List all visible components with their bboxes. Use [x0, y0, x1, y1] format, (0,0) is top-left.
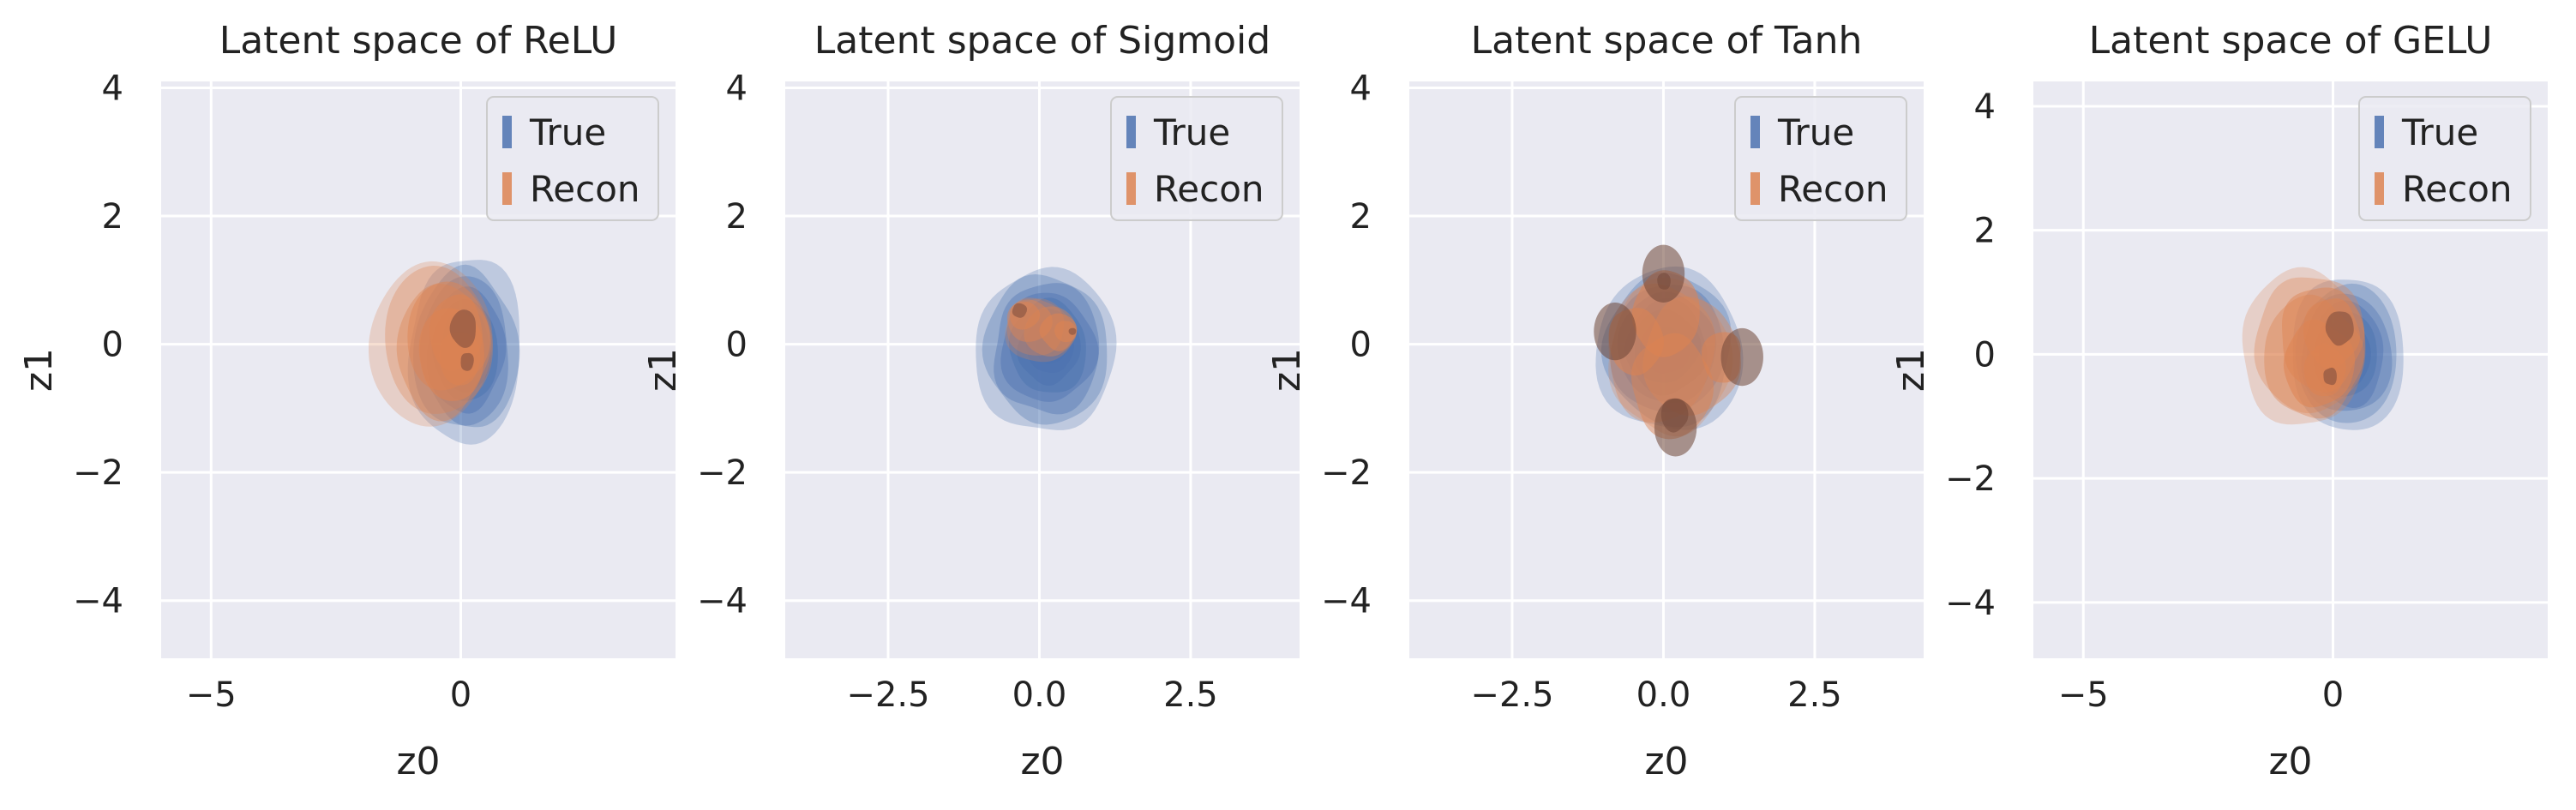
legend-frame — [2358, 96, 2531, 221]
panel-3: −2.5 0.0 2.5 −4 −2 0 2 4 Latent space of Tanh z0 z… — [1265, 19, 1924, 783]
mode-recon-3 — [1720, 327, 1763, 387]
legend-swatch-recon — [1126, 172, 1136, 205]
y-tick-label: −2 — [697, 453, 748, 493]
mode-recon-4 — [1654, 399, 1697, 457]
panel-4: −5 0 −4 −2 0 2 4 Latent space of GELU z0 z1 True Re… — [1889, 19, 2548, 783]
contour-recon-9 — [1068, 327, 1077, 335]
legend: True Recon — [486, 96, 659, 221]
x-tick-label: 0.0 — [1636, 675, 1691, 715]
density-contours — [976, 267, 1117, 430]
density-contours — [369, 260, 520, 445]
chart-title: Latent space of GELU — [2089, 19, 2493, 63]
legend-swatch-recon — [2375, 172, 2384, 205]
x-axis-label: z0 — [2268, 740, 2312, 783]
y-tick-label: 4 — [726, 69, 748, 108]
x-tick-label: −2.5 — [846, 675, 929, 715]
legend-label-recon: Recon — [1154, 168, 1264, 210]
y-axis-label: z1 — [641, 348, 685, 392]
legend-label-true: True — [1153, 111, 1230, 153]
x-tick-label: −5 — [2058, 675, 2109, 715]
contour-recon-9 — [2323, 367, 2337, 386]
y-tick-label: 2 — [102, 197, 123, 237]
x-axis-label: z0 — [1020, 740, 1064, 783]
legend-label-recon: Recon — [530, 168, 640, 210]
y-tick-label: 4 — [1350, 69, 1372, 108]
x-tick-label: 0 — [2322, 675, 2344, 715]
y-axis-label: z1 — [1889, 348, 1933, 392]
mode-recon-1 — [1642, 244, 1685, 303]
contour-recon-7 — [1054, 321, 1077, 343]
y-tick-label: −2 — [1321, 453, 1372, 493]
legend-frame — [486, 96, 659, 221]
legend-swatch-true — [1126, 116, 1136, 148]
contour-recon-9 — [460, 352, 474, 371]
y-axis-label: z1 — [17, 348, 61, 392]
legend-swatch-true — [1750, 116, 1760, 148]
y-tick-label: 2 — [726, 197, 748, 237]
chart-title: Latent space of ReLU — [219, 19, 618, 63]
mode-recon-2 — [1594, 302, 1636, 361]
legend: True Recon — [2358, 96, 2531, 221]
x-tick-label: −5 — [186, 675, 237, 715]
x-axis-label: z0 — [1644, 740, 1688, 783]
x-tick-label: 0.0 — [1012, 675, 1067, 715]
y-tick-label: −4 — [1321, 582, 1372, 621]
y-tick-label: −4 — [697, 582, 748, 621]
panel-1: −5 0 −4 −2 0 2 4 Latent space of ReLU z0 z1 True Re… — [17, 19, 676, 783]
legend-swatch-true — [502, 116, 512, 148]
contour-recon-8 — [1012, 303, 1028, 318]
y-tick-label: 0 — [1350, 326, 1372, 365]
legend-label-recon: Recon — [1778, 168, 1888, 210]
contour-recon-8 — [449, 309, 476, 348]
chart-title: Latent space of Tanh — [1471, 19, 1863, 63]
y-tick-label: 0 — [1974, 335, 1996, 375]
y-tick-label: 0 — [102, 326, 123, 365]
y-tick-label: 2 — [1350, 197, 1372, 237]
x-tick-label: 2.5 — [1163, 675, 1218, 715]
legend-label-recon: Recon — [2402, 168, 2513, 210]
chart-title: Latent space of Sigmoid — [814, 19, 1270, 63]
y-tick-label: −4 — [73, 582, 123, 621]
legend-label-true: True — [1777, 111, 1854, 153]
legend-swatch-recon — [1750, 172, 1760, 205]
y-tick-label: 4 — [102, 69, 123, 108]
y-tick-label: 4 — [1974, 87, 1996, 127]
density-contours — [2242, 267, 2404, 430]
legend: True Recon — [1734, 96, 1907, 221]
y-tick-label: −2 — [73, 453, 123, 493]
y-tick-label: −2 — [1945, 459, 1996, 499]
x-tick-label: 2.5 — [1787, 675, 1842, 715]
panel-2: −2.5 0.0 2.5 −4 −2 0 2 4 Latent space of Sigmoid… — [641, 19, 1300, 783]
legend-swatch-true — [2375, 116, 2384, 148]
legend-label-true: True — [529, 111, 606, 153]
legend-frame — [1734, 96, 1907, 221]
density-contours — [1594, 244, 1763, 457]
x-tick-label: −2.5 — [1470, 675, 1553, 715]
y-tick-label: 0 — [726, 326, 748, 365]
x-axis-label: z0 — [396, 740, 440, 783]
y-axis-label: z1 — [1265, 348, 1309, 392]
legend-frame — [1110, 96, 1283, 221]
legend-swatch-recon — [502, 172, 512, 205]
x-tick-label: 0 — [450, 675, 471, 715]
y-tick-label: −4 — [1945, 584, 1996, 623]
legend: True Recon — [1110, 96, 1283, 221]
contour-recon-8 — [2325, 311, 2354, 346]
legend-label-true: True — [2401, 111, 2478, 153]
y-tick-label: 2 — [1974, 212, 1996, 251]
